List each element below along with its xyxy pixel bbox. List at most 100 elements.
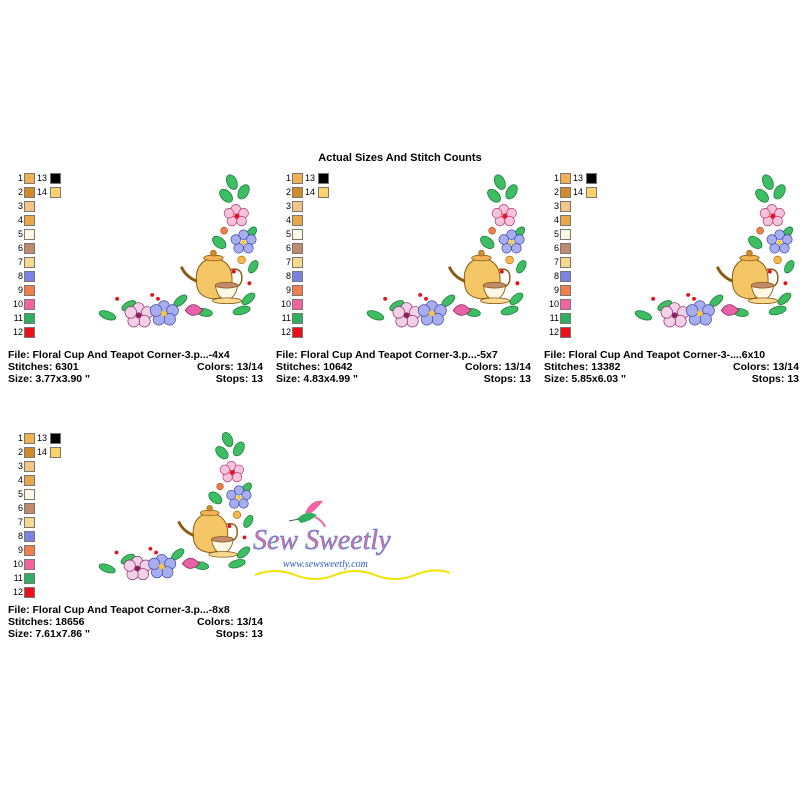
- color-swatch: [24, 573, 35, 584]
- color-number: 5: [553, 229, 559, 239]
- color-swatch: [292, 285, 303, 296]
- color-swatch: [292, 229, 303, 240]
- color-number: 8: [17, 271, 23, 281]
- color-number: 12: [548, 327, 559, 337]
- color-swatch: [292, 187, 303, 198]
- stitch-count: Stitches: 18656: [8, 616, 85, 628]
- color-number: 2: [17, 187, 23, 197]
- color-number: 1: [285, 173, 291, 183]
- color-swatch: [24, 475, 35, 486]
- color-number: 9: [17, 285, 23, 295]
- color-number: 8: [285, 271, 291, 281]
- color-swatch: [292, 313, 303, 324]
- color-swatch: [560, 229, 571, 240]
- color-number: 3: [17, 461, 23, 471]
- stop-count: Stops: 13: [483, 373, 531, 385]
- embroidery-design-image: [96, 172, 262, 329]
- color-swatch: [24, 257, 35, 268]
- color-number: 13: [573, 173, 584, 183]
- color-number: 1: [553, 173, 559, 183]
- color-number: 4: [553, 215, 559, 225]
- design-card: 1 13 2 14 3 4 5 6 7 8 9 10 11 12 File: Flo…: [8, 172, 263, 387]
- design-size: Size: 5.85x6.03 ": [544, 373, 627, 385]
- color-swatch: [24, 559, 35, 570]
- file-name: File: Floral Cup And Teapot Corner-3.p..…: [8, 604, 230, 616]
- design-size: Size: 4.83x4.99 ": [276, 373, 359, 385]
- color-number: 7: [17, 517, 23, 527]
- stitch-count: Stitches: 6301: [8, 361, 79, 373]
- color-swatch: [24, 531, 35, 542]
- color-swatch: [24, 433, 35, 444]
- color-swatch: [560, 201, 571, 212]
- color-swatch: [24, 447, 35, 458]
- color-number: 13: [305, 173, 316, 183]
- color-number: 11: [549, 313, 559, 323]
- color-swatch: [586, 173, 597, 184]
- color-swatch: [292, 215, 303, 226]
- color-swatch: [586, 187, 597, 198]
- color-count: Colors: 13/14: [197, 616, 263, 628]
- color-swatch: [24, 503, 35, 514]
- design-info: File: Floral Cup And Teapot Corner-3.p..…: [276, 349, 531, 385]
- design-size: Size: 7.61x7.86 ": [8, 628, 91, 640]
- design-size: Size: 3.77x3.90 ": [8, 373, 91, 385]
- color-number: 3: [17, 201, 23, 211]
- color-swatch: [24, 489, 35, 500]
- color-number: 10: [280, 299, 291, 309]
- color-number: 6: [285, 243, 291, 253]
- color-swatch: [560, 327, 571, 338]
- color-swatch: [24, 517, 35, 528]
- color-swatch: [24, 187, 35, 198]
- color-number: 6: [17, 243, 23, 253]
- color-swatch: [50, 433, 61, 444]
- color-swatch: [24, 201, 35, 212]
- color-count: Colors: 13/14: [465, 361, 531, 373]
- color-number: 9: [553, 285, 559, 295]
- color-number: 3: [553, 201, 559, 211]
- color-swatch: [50, 187, 61, 198]
- color-swatch: [24, 215, 35, 226]
- color-swatch: [24, 173, 35, 184]
- color-swatch: [24, 587, 35, 598]
- color-swatch: [292, 299, 303, 310]
- color-number: 7: [285, 257, 291, 267]
- color-swatch: [24, 299, 35, 310]
- color-number: 5: [285, 229, 291, 239]
- color-number: 14: [37, 187, 48, 197]
- color-number: 4: [285, 215, 291, 225]
- color-swatch: [560, 257, 571, 268]
- file-name: File: Floral Cup And Teapot Corner-3.p..…: [276, 349, 498, 361]
- color-number: 9: [17, 545, 23, 555]
- color-swatch: [560, 313, 571, 324]
- color-number: 11: [281, 313, 291, 323]
- color-swatch: [318, 173, 329, 184]
- color-number: 14: [37, 447, 48, 457]
- design-info: File: Floral Cup And Teapot Corner-3-...…: [544, 349, 799, 385]
- color-number: 12: [12, 587, 23, 597]
- color-number: 13: [37, 433, 48, 443]
- file-name: File: Floral Cup And Teapot Corner-3.p..…: [8, 349, 230, 361]
- color-number: 12: [12, 327, 23, 337]
- color-count: Colors: 13/14: [197, 361, 263, 373]
- embroidery-design-image: [632, 172, 798, 329]
- design-card: 1 13 2 14 3 4 5 6 7 8 9 10 11 12 File: Flo…: [8, 432, 263, 652]
- color-number: 6: [17, 503, 23, 513]
- design-info: File: Floral Cup And Teapot Corner-3.p..…: [8, 604, 263, 640]
- color-number: 10: [12, 299, 23, 309]
- color-number: 8: [553, 271, 559, 281]
- stop-count: Stops: 13: [751, 373, 799, 385]
- hummingbird-icon: [288, 500, 326, 528]
- color-number: 7: [553, 257, 559, 267]
- color-swatch: [292, 257, 303, 268]
- brand-url: www.sewsweetly.com: [283, 559, 368, 570]
- color-number: 2: [553, 187, 559, 197]
- color-swatch: [560, 285, 571, 296]
- color-number: 2: [17, 447, 23, 457]
- design-card: 1 13 2 14 3 4 5 6 7 8 9 10 11 12 File: Flo…: [544, 172, 799, 387]
- color-swatch: [24, 229, 35, 240]
- color-number: 3: [285, 201, 291, 211]
- color-number: 1: [17, 173, 23, 183]
- color-number: 11: [13, 573, 23, 583]
- design-card: 1 13 2 14 3 4 5 6 7 8 9 10 11 12 File: Flo…: [276, 172, 531, 387]
- color-number: 4: [17, 215, 23, 225]
